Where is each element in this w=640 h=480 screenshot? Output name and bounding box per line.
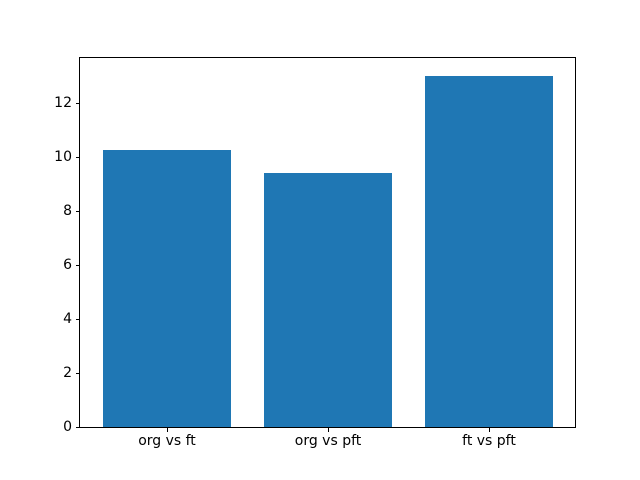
y-axis-tick-label: 2: [63, 364, 72, 381]
y-axis-tick: [76, 210, 80, 212]
x-axis-tick-label: org vs ft: [138, 433, 196, 449]
y-axis-tick: [76, 372, 80, 374]
y-axis-tick: [76, 318, 80, 320]
y-axis-tick-label: 6: [63, 256, 72, 273]
y-axis-tick: [76, 427, 80, 428]
x-axis-tick-label: org vs pft: [294, 433, 362, 449]
y-axis-tick-label: 0: [63, 419, 72, 435]
y-axis-tick-label: 4: [63, 310, 72, 327]
y-axis-tick: [76, 264, 80, 266]
y-axis-tick: [76, 102, 80, 104]
x-axis-tick: [167, 428, 168, 432]
y-axis-tick-label: 8: [63, 202, 72, 219]
bar-ft-vs-pft: [424, 75, 554, 427]
bar-org-vs-pft: [263, 172, 393, 427]
bar-org-vs-ft: [102, 149, 232, 427]
y-axis-tick-label: 12: [54, 94, 72, 111]
x-axis-tick: [489, 428, 490, 432]
y-axis-tick: [76, 156, 80, 158]
y-axis-tick-label: 10: [54, 148, 72, 165]
x-axis-tick: [328, 428, 329, 432]
x-axis-tick-label: ft vs pft: [462, 433, 516, 449]
plot-area: [79, 57, 576, 428]
